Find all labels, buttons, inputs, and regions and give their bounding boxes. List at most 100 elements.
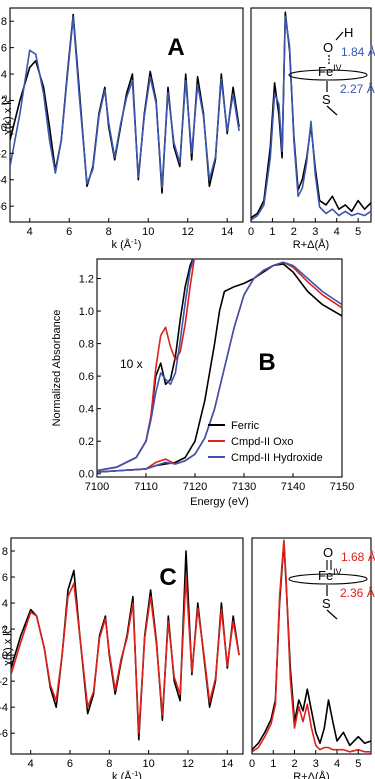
x-tick-label: 14 <box>221 758 233 770</box>
atom-label-o: O <box>323 40 333 55</box>
x-tick-label: 4 <box>28 758 34 770</box>
y-tick-label: 6 <box>2 572 8 584</box>
y-tick-label: 1.2 <box>79 274 94 286</box>
x-tick-label: 5 <box>355 758 361 770</box>
y-tick-label: -6 <box>0 728 8 740</box>
x-tick-label: 2 <box>291 758 297 770</box>
bond-line <box>326 609 338 620</box>
x-axis-label: k (Å-1) <box>112 769 142 779</box>
x-tick-label: 12 <box>182 226 194 238</box>
x-tick-label: 7100 <box>85 481 109 493</box>
x-tick-label: 3 <box>312 226 318 238</box>
heme-plane <box>288 69 368 81</box>
x-tick-label: 14 <box>221 226 233 238</box>
y-tick-label: 0.0 <box>79 469 94 481</box>
series-line-1 <box>251 11 371 219</box>
y-tick-label: 8 <box>1 16 7 28</box>
x-tick-label: 7130 <box>232 481 256 493</box>
series-line-2 <box>10 16 240 189</box>
distance-label: 1.84 Å <box>341 44 375 59</box>
series-line-cmpd-ii-hydroxide <box>97 261 342 473</box>
legend-label: Ferric <box>231 420 260 432</box>
series-line-2 <box>11 576 240 735</box>
chart-panel-b: 7100 7110 7120 7130 7140 7150 0.0 0.2 0.4 0.6 0.8 1… <box>51 258 354 508</box>
atom-label-s: S <box>322 92 331 107</box>
x-tick-label: 6 <box>67 758 73 770</box>
x-tick-label: 10 <box>142 226 154 238</box>
x-tick-label: 0 <box>249 758 255 770</box>
chart-panel-a: 4 6 8 10 12 14 -6 -4 -2 0 2 4 6 8 Ak (Å-1) χ(k) x k3 <box>0 7 244 251</box>
x-tick-label: 8 <box>106 226 112 238</box>
plot-frame <box>96 258 343 478</box>
y-tick-label: 4 <box>1 69 7 81</box>
y-tick-label: 0 <box>1 122 7 134</box>
x-tick-label: 2 <box>291 226 297 238</box>
heme-plane <box>288 573 368 585</box>
x-tick-label: 1 <box>270 758 276 770</box>
y-tick-label: 1.0 <box>79 306 94 318</box>
x-tick-label: 8 <box>106 758 112 770</box>
x-tick-label: 7150 <box>330 481 354 493</box>
distance-label: 1.68 Å <box>341 549 375 564</box>
chart-panel-a-fourier: 0 1 2 3 4 5 R+Δ(Å) HO 1.84 Å FeIV 2.27 Å S <box>248 7 375 251</box>
x-tick-label: 7110 <box>134 481 158 493</box>
distance-label: 2.27 Å <box>340 81 375 96</box>
x-tick-label: 4 <box>334 226 340 238</box>
y-axis-label: χ(k) x k3 <box>0 95 14 135</box>
x-tick-label: 4 <box>27 226 33 238</box>
bond-line <box>335 31 344 41</box>
distance-label: 2.36 Å <box>340 585 375 600</box>
legend-label: Cmpd-II Oxo <box>231 436 293 448</box>
x-tick-label: 5 <box>355 226 361 238</box>
y-tick-label: 0 <box>2 650 8 662</box>
plot-frame <box>251 537 372 755</box>
y-axis-label: Normalized Absorbance <box>51 310 63 427</box>
atom-label-fe: FeIV <box>318 567 342 583</box>
y-tick-label: -4 <box>0 702 8 714</box>
chart-panel-c: 4 6 8 10 12 14 -6 -4 -2 0 2 4 6 8 Ck (Å-1) χ(k) x k3 <box>0 537 244 779</box>
y-tick-label: -4 <box>0 175 7 187</box>
plot-frame <box>9 7 244 223</box>
y-tick-label: 0.4 <box>79 404 94 416</box>
plot-frame <box>10 537 244 755</box>
x-tick-label: 3 <box>313 758 319 770</box>
y-tick-label: 2 <box>1 95 7 107</box>
y-tick-label: 6 <box>1 43 7 55</box>
magnification-label: 10 x <box>120 357 143 371</box>
panel-letter: A <box>167 34 184 61</box>
x-tick-label: 4 <box>334 758 340 770</box>
y-tick-label: 8 <box>2 546 8 558</box>
y-tick-label: 0.6 <box>79 371 94 383</box>
x-axis-label: k (Å-1) <box>112 237 142 251</box>
legend-label: Cmpd-II Hydroxide <box>231 452 323 464</box>
x-tick-label: 1 <box>269 226 275 238</box>
structure-diagram: O 1.68 Å FeIV 2.36 Å S <box>288 545 375 620</box>
atom-label-s: S <box>322 596 331 611</box>
legend: Ferric Cmpd-II Oxo Cmpd-II Hydroxide <box>208 420 323 464</box>
series-line-2 <box>252 539 371 753</box>
y-tick-label: 4 <box>2 598 8 610</box>
series-line-2 <box>251 15 371 221</box>
x-axis-label: Energy (eV) <box>190 496 249 508</box>
x-tick-label: 7140 <box>281 481 305 493</box>
series-line-cmpd-ii-hydroxide-10-x- <box>97 259 195 472</box>
x-tick-label: 7120 <box>183 481 207 493</box>
y-tick-label: 0.8 <box>79 339 94 351</box>
atom-label-fe: FeIV <box>318 63 342 79</box>
x-tick-label: 12 <box>182 758 194 770</box>
y-tick-label: 0.2 <box>79 436 94 448</box>
x-axis-label: R+Δ(Å) <box>293 770 329 779</box>
x-axis-label: R+Δ(Å) <box>293 238 329 251</box>
bond-line <box>326 105 338 116</box>
series-line-1 <box>252 541 371 751</box>
y-tick-label: -2 <box>0 676 8 688</box>
plot-frame <box>250 7 372 223</box>
x-tick-label: 10 <box>143 758 155 770</box>
atom-label-h: H <box>344 25 353 40</box>
y-tick-label: 2 <box>2 624 8 636</box>
chart-panel-c-fourier: 0 1 2 3 4 5 R+Δ(Å) O 1.68 Å FeIV 2.36 Å S <box>249 537 375 779</box>
x-tick-label: 0 <box>248 226 254 238</box>
panel-letter: B <box>258 349 275 376</box>
y-axis-label: χ(k) x k3 <box>0 626 14 666</box>
